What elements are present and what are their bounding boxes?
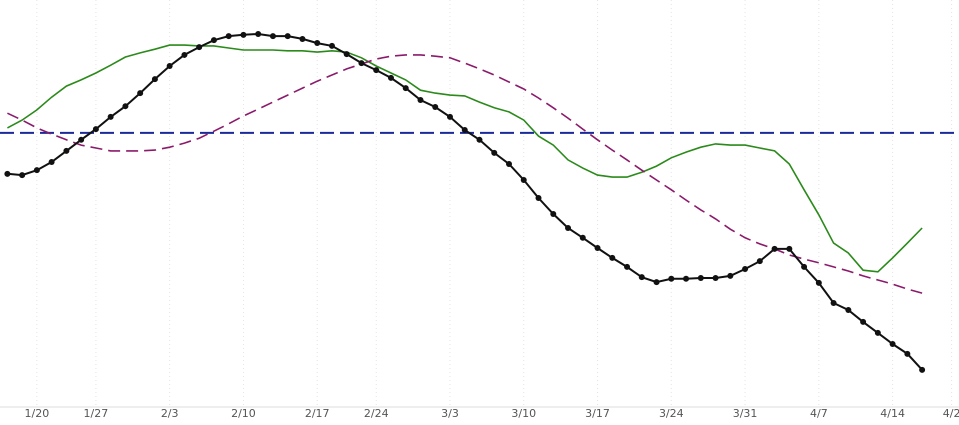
x-tick-label: 3/17 bbox=[585, 407, 610, 420]
x-tick-label: 3/3 bbox=[441, 407, 459, 420]
data-point bbox=[107, 113, 114, 120]
data-point bbox=[786, 245, 793, 252]
data-point bbox=[446, 113, 453, 120]
data-point bbox=[712, 274, 719, 281]
data-point bbox=[491, 149, 498, 156]
data-point bbox=[565, 224, 572, 231]
data-point bbox=[181, 51, 188, 58]
data-point bbox=[624, 263, 631, 270]
data-point bbox=[830, 299, 837, 306]
x-tick-label: 1/20 bbox=[25, 407, 50, 420]
data-point bbox=[166, 63, 173, 70]
data-point bbox=[579, 234, 586, 241]
data-point bbox=[387, 74, 394, 81]
series-line bbox=[7, 54, 923, 294]
x-tick-label: 3/31 bbox=[733, 407, 758, 420]
data-point bbox=[63, 147, 70, 154]
data-point bbox=[225, 33, 232, 40]
data-point bbox=[683, 275, 690, 282]
data-point bbox=[78, 136, 85, 143]
x-tick-label: 4/7 bbox=[810, 407, 828, 420]
x-tick-label: 3/24 bbox=[659, 407, 684, 420]
data-point bbox=[461, 126, 468, 133]
x-tick-label: 2/24 bbox=[364, 407, 389, 420]
x-tick-label: 2/10 bbox=[231, 407, 256, 420]
data-point bbox=[151, 76, 158, 83]
data-point bbox=[432, 104, 439, 111]
data-point bbox=[609, 254, 616, 261]
data-point bbox=[668, 275, 675, 282]
data-point bbox=[4, 170, 11, 177]
data-point bbox=[697, 274, 704, 281]
data-point bbox=[269, 33, 276, 40]
data-point bbox=[299, 35, 306, 42]
x-tick-label: 4/14 bbox=[880, 407, 905, 420]
data-point bbox=[506, 161, 513, 167]
data-point bbox=[845, 306, 852, 313]
data-point bbox=[373, 67, 380, 74]
data-point bbox=[33, 167, 40, 174]
data-point bbox=[653, 279, 660, 286]
data-point bbox=[48, 158, 55, 165]
data-point bbox=[594, 245, 601, 252]
data-point bbox=[889, 340, 896, 347]
data-point bbox=[343, 51, 350, 58]
data-point bbox=[727, 272, 734, 279]
data-point bbox=[919, 366, 926, 373]
data-point bbox=[210, 37, 217, 44]
data-point bbox=[358, 60, 365, 67]
data-point bbox=[535, 195, 542, 202]
data-point bbox=[476, 136, 483, 143]
data-point bbox=[92, 126, 99, 133]
data-point bbox=[137, 90, 144, 97]
data-point bbox=[742, 265, 749, 272]
data-point bbox=[284, 33, 291, 40]
data-point bbox=[904, 350, 911, 357]
data-point bbox=[19, 172, 26, 179]
data-point bbox=[240, 31, 247, 38]
data-point bbox=[314, 40, 321, 47]
x-tick-label: 4/2 bbox=[943, 407, 959, 420]
x-tick-label: 2/3 bbox=[161, 407, 179, 420]
data-point bbox=[550, 211, 557, 218]
x-tick-label: 1/27 bbox=[84, 407, 109, 420]
data-point bbox=[328, 42, 335, 49]
data-point bbox=[638, 274, 645, 281]
x-tick-label: 3/10 bbox=[511, 407, 536, 420]
data-point bbox=[417, 97, 424, 104]
data-point bbox=[196, 44, 203, 51]
data-point bbox=[756, 258, 763, 265]
data-point bbox=[520, 176, 527, 183]
data-point bbox=[874, 329, 881, 336]
data-point bbox=[815, 279, 822, 286]
data-point bbox=[255, 31, 262, 38]
data-point bbox=[402, 85, 409, 92]
data-point bbox=[771, 245, 778, 252]
series-line bbox=[7, 44, 923, 273]
data-point bbox=[122, 103, 129, 110]
data-point bbox=[801, 263, 808, 270]
data-point bbox=[860, 318, 867, 325]
x-tick-label: 2/17 bbox=[305, 407, 330, 420]
series-line bbox=[7, 32, 923, 371]
